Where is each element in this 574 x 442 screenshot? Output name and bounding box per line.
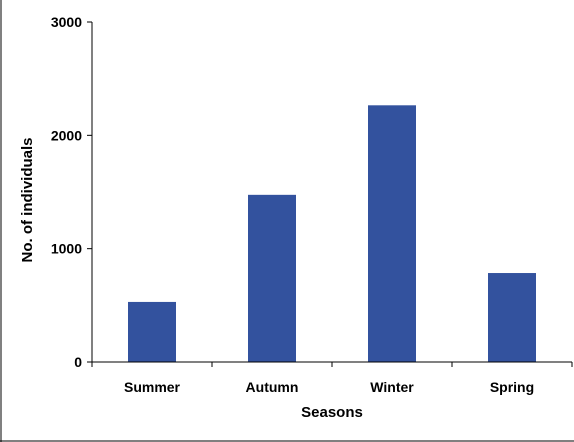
y-tick-label: 1000: [51, 241, 82, 257]
x-tick-label-autumn: Autumn: [246, 379, 299, 395]
x-ticks-layer: Summer Autumn Winter Spring: [91, 362, 573, 395]
y-ticks-layer: 0 1000 2000 3000: [51, 14, 92, 370]
bar-winter: [368, 105, 416, 363]
bars-layer: [128, 105, 536, 363]
y-axis-title: No. of individuals: [19, 137, 36, 262]
x-tick-label-summer: Summer: [124, 379, 181, 395]
bar-autumn: [248, 194, 296, 362]
y-tick-label: 2000: [51, 127, 82, 143]
y-tick-label: 0: [74, 354, 82, 370]
x-axis-title: Seasons: [301, 404, 363, 421]
y-tick-label: 3000: [51, 14, 82, 30]
x-tick-label-winter: Winter: [370, 379, 414, 395]
x-tick-label-spring: Spring: [490, 379, 534, 395]
bar-spring: [488, 273, 536, 362]
bar-summer: [128, 301, 176, 362]
